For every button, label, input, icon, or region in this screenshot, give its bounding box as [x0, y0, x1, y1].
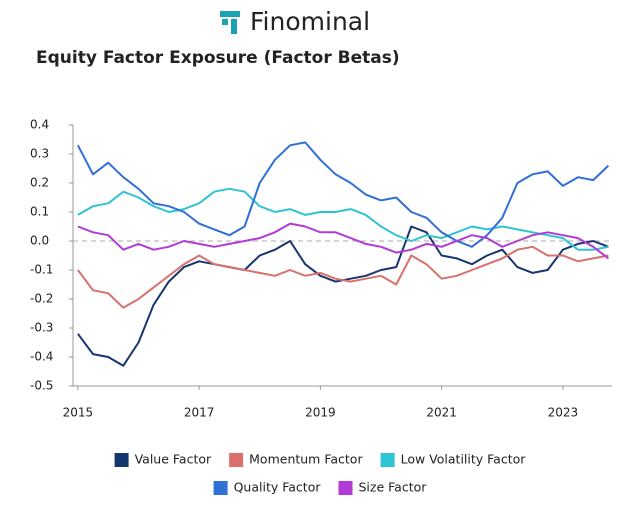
legend-label: Quality Factor	[234, 480, 322, 495]
chart-title: Equity Factor Exposure (Factor Betas)	[36, 48, 400, 68]
legend-swatch	[114, 453, 129, 467]
y-tick-label: -0.1	[30, 263, 53, 277]
x-tick-label: 2021	[426, 406, 457, 420]
series-line	[77, 222, 610, 260]
y-tick-label: -0.4	[30, 350, 53, 364]
series-line	[77, 245, 609, 309]
legend-label: Value Factor	[135, 452, 212, 467]
series-line	[77, 141, 610, 248]
x-tick-label: 2017	[184, 406, 215, 420]
brand-name: Finominal	[250, 7, 370, 36]
legend-label: Momentum Factor	[249, 452, 363, 467]
legend-swatch	[213, 481, 228, 495]
legend-swatch	[229, 453, 244, 467]
y-tick-label: 0.0	[30, 234, 49, 248]
y-tick-label: -0.5	[30, 379, 53, 393]
logo-icon	[220, 11, 240, 34]
y-tick-label: -0.2	[30, 292, 53, 306]
legend-swatch	[380, 453, 395, 467]
x-tick-label: 2015	[63, 406, 94, 420]
y-tick-label: 0.3	[30, 147, 49, 161]
y-tick-label: 0.2	[30, 176, 49, 190]
legend-swatch	[338, 481, 353, 495]
y-tick-label: 0.4	[30, 118, 49, 132]
y-tick-label: 0.1	[30, 205, 49, 219]
x-tick-label: 2023	[548, 406, 579, 420]
series-line	[77, 187, 609, 251]
legend-label: Low Volatility Factor	[401, 452, 527, 467]
x-tick-label: 2019	[305, 406, 336, 420]
y-tick-label: -0.3	[30, 321, 53, 335]
legend-label: Size Factor	[359, 480, 428, 495]
